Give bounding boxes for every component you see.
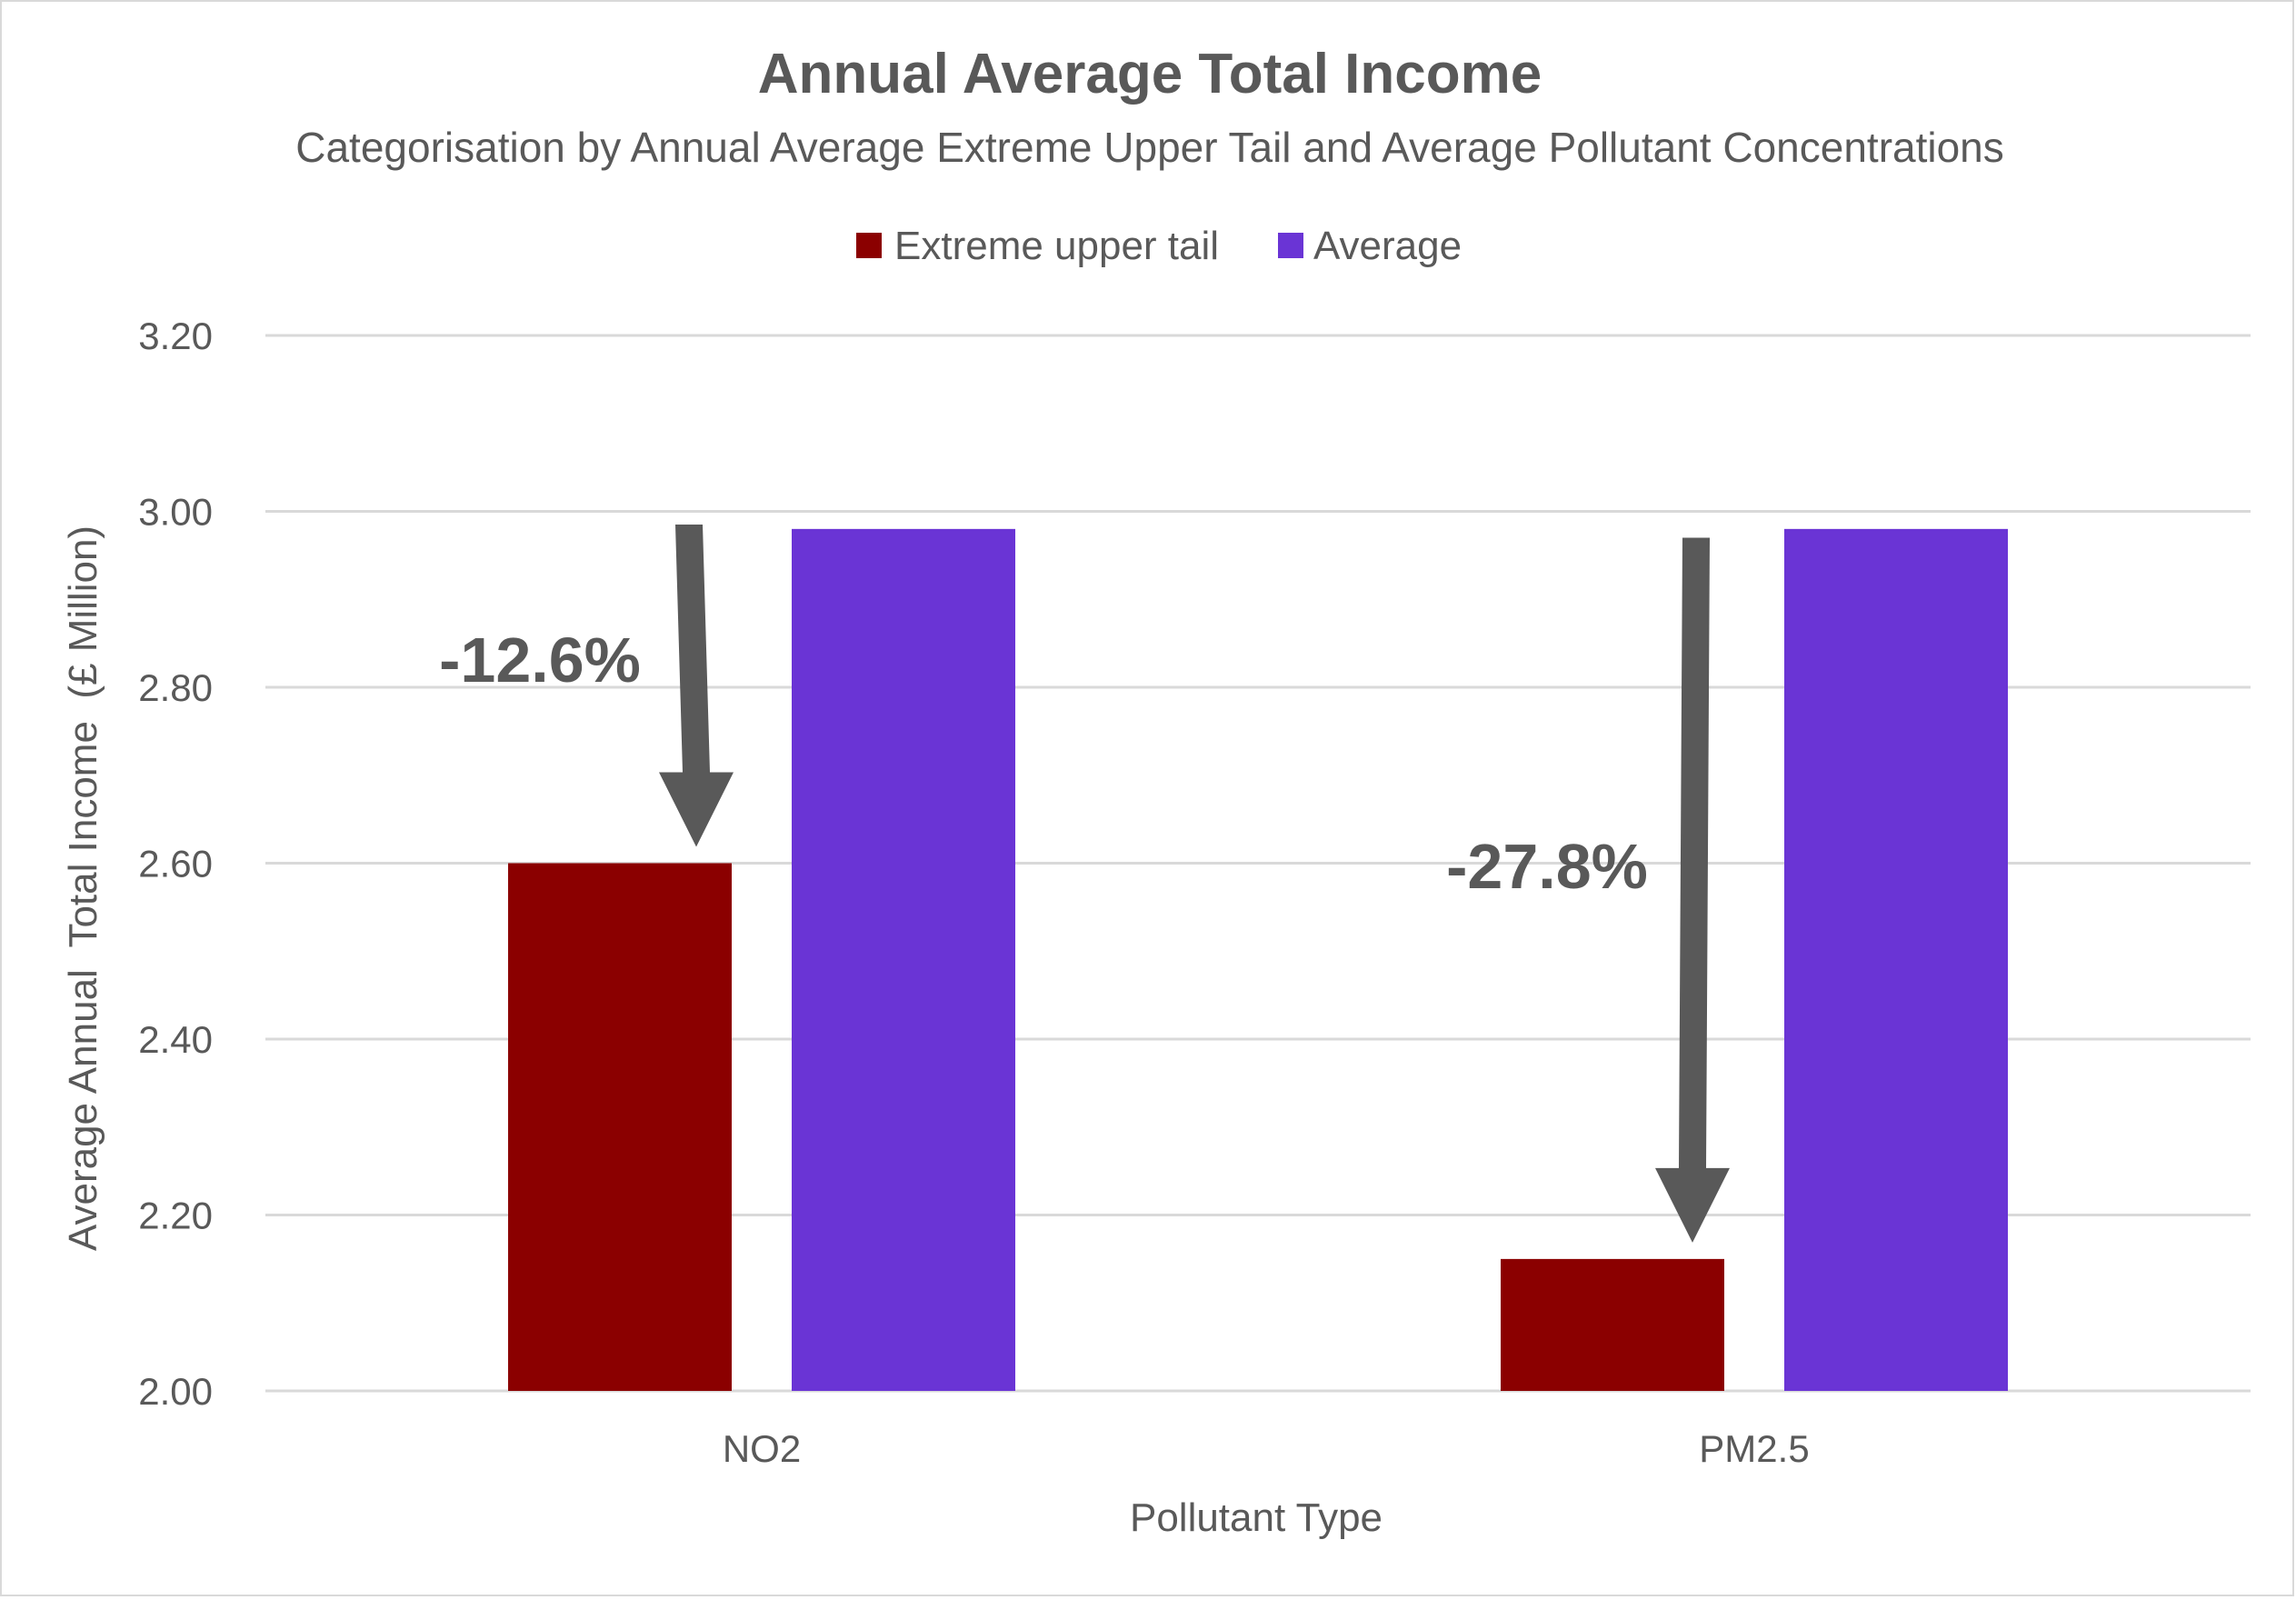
legend-label-extreme-upper-tail: Extreme upper tail [894, 224, 1219, 268]
legend-swatch-average [1278, 233, 1303, 258]
arrow-pm2-5 [1655, 537, 1730, 1243]
y-tick-label: 3.00 [138, 491, 213, 534]
chart-title: Annual Average Total Income [758, 43, 1542, 105]
y-tick-label: 2.80 [138, 666, 213, 709]
chart-subtitle: Categorisation by Annual Average Extreme… [295, 124, 2004, 171]
legend-label-average: Average [1313, 224, 1462, 268]
y-tick-label: 2.60 [138, 843, 213, 885]
bar-pm2-5-extreme-upper-tail [1501, 1258, 1724, 1391]
bars [508, 528, 2008, 1391]
y-tick-label: 2.40 [138, 1018, 213, 1061]
y-tick-label: 3.20 [138, 315, 213, 357]
y-tick-label: 2.00 [138, 1370, 213, 1413]
x-tick-label-pm2-5: PM2.5 [1699, 1427, 1809, 1470]
annotations: -12.6% -27.8% [439, 525, 1730, 1243]
bar-pm2-5-average [1784, 528, 2008, 1391]
x-axis-ticks: NO2 PM2.5 [723, 1427, 1810, 1470]
y-axis-title: Average Annual Total Income (£ Million) [61, 525, 105, 1251]
legend: Extreme upper tail Average [856, 224, 1462, 268]
bar-no2-extreme-upper-tail [508, 863, 732, 1391]
x-axis-title: Pollutant Type [1130, 1495, 1383, 1540]
arrow-no2 [659, 525, 734, 847]
y-tick-label: 2.20 [138, 1195, 213, 1237]
y-axis-ticks: 2.00 2.20 2.40 2.60 2.80 3.00 3.20 [138, 315, 213, 1413]
bar-no2-average [792, 528, 1015, 1391]
x-tick-label-no2: NO2 [723, 1427, 801, 1470]
legend-swatch-extreme-upper-tail [856, 233, 882, 258]
annotation-label-pm2-5: -27.8% [1446, 831, 1648, 902]
annotation-label-no2: -12.6% [439, 625, 641, 695]
